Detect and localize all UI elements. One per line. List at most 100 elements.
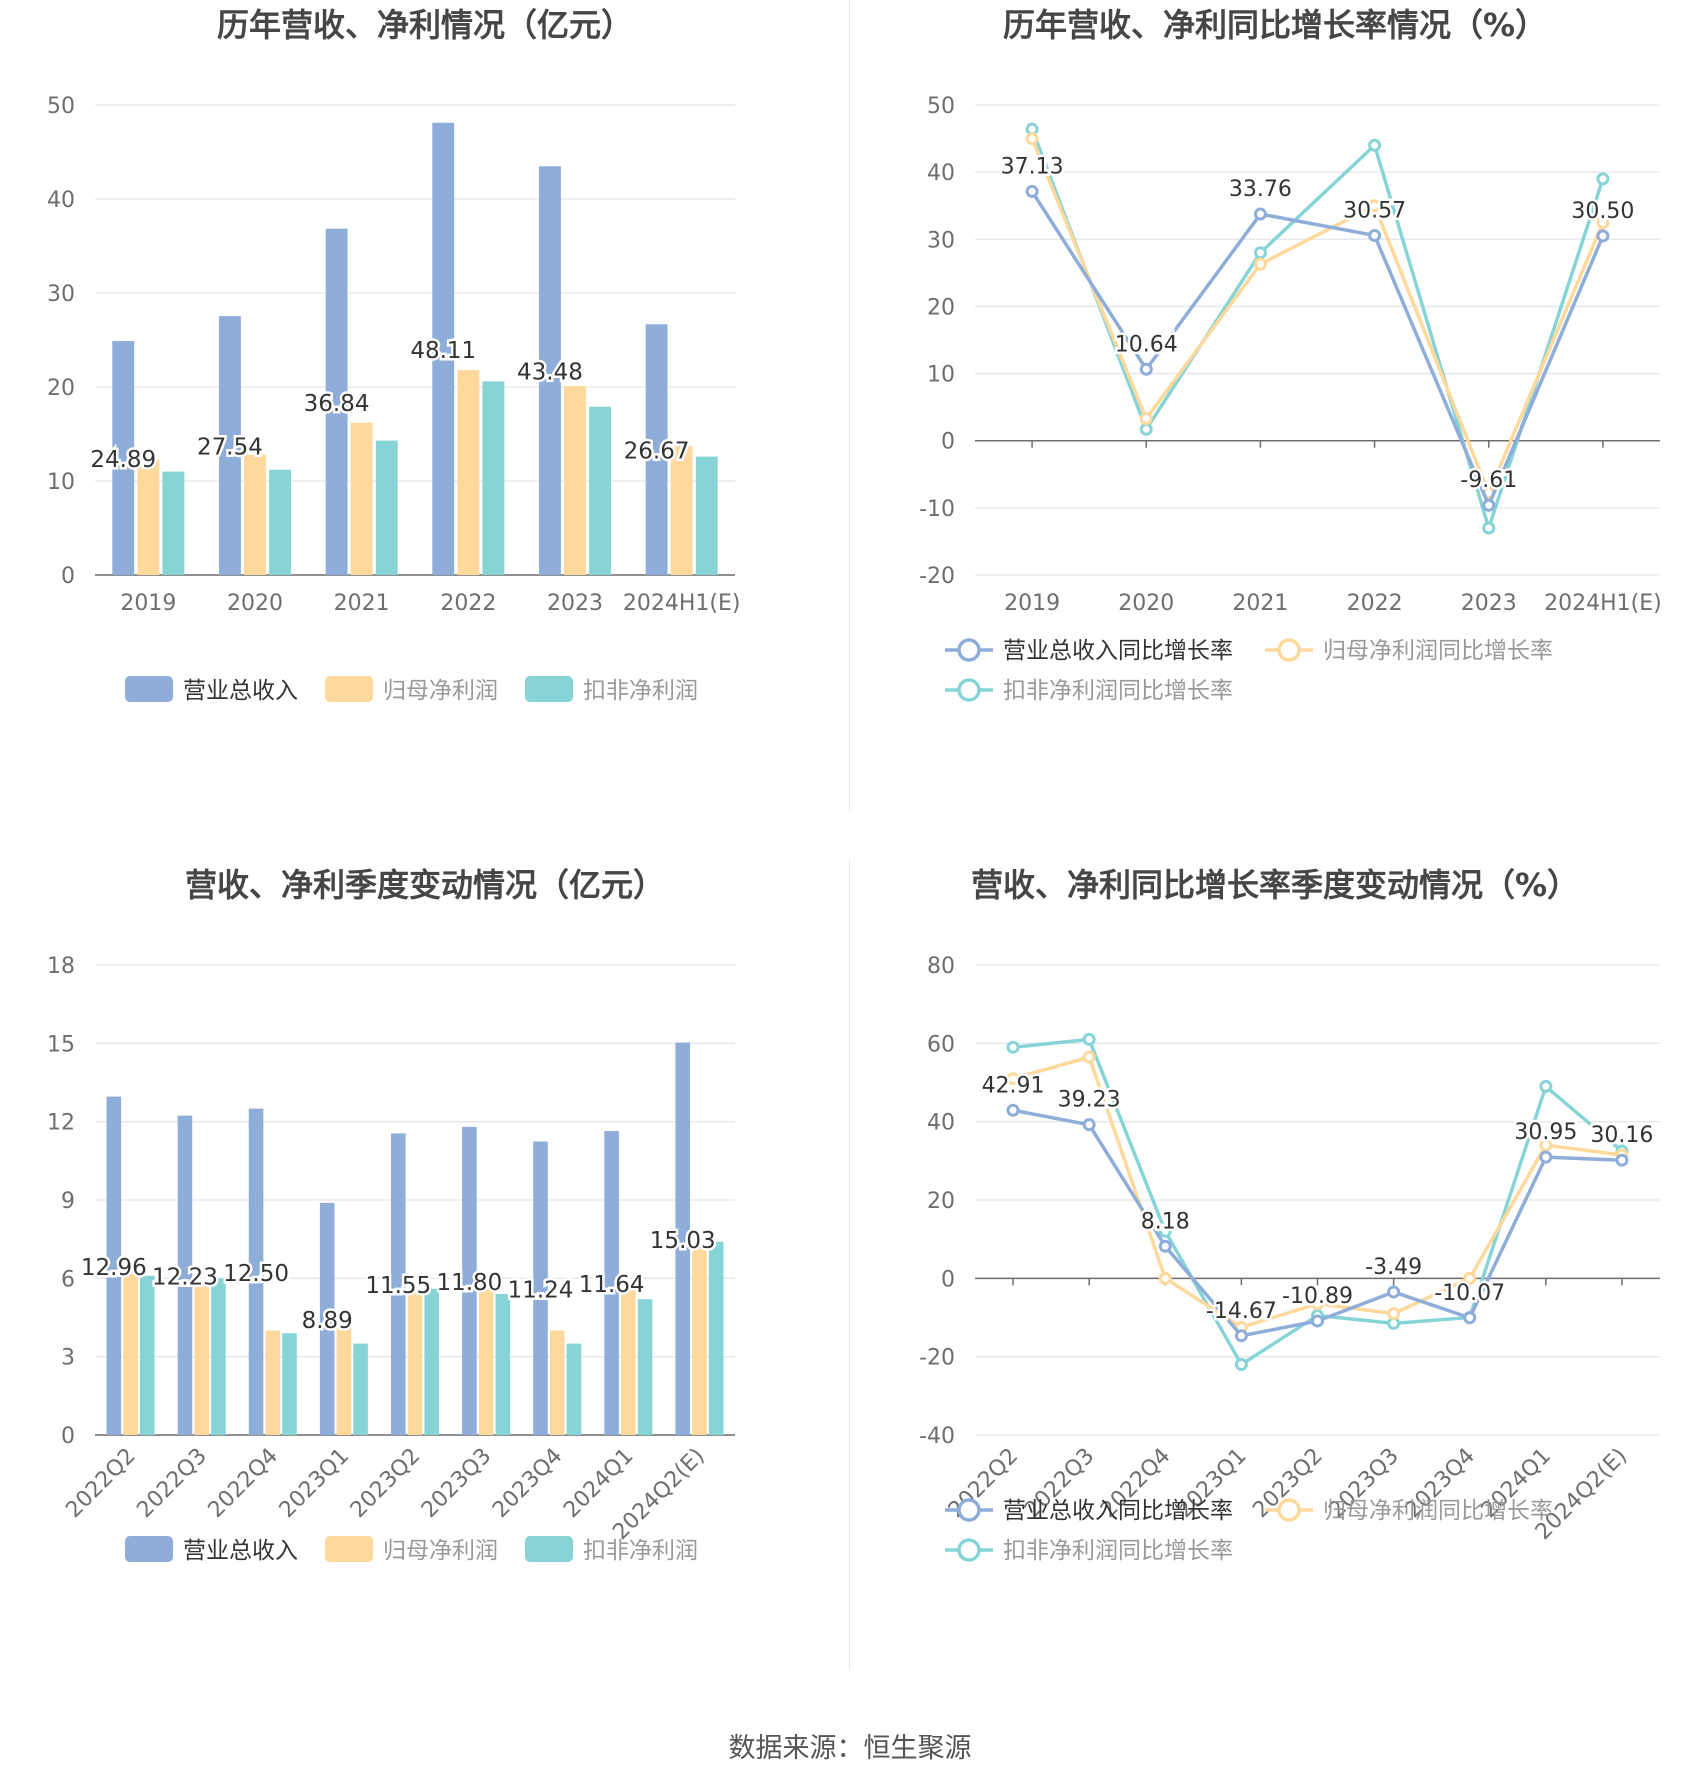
bar-营业总收入-2023 <box>539 166 561 575</box>
y-tick-label: 50 <box>47 94 75 119</box>
point-扣非净利润同比增长率-2022Q3 <box>1082 1032 1096 1046</box>
point-扣非净利润同比增长率-2023Q1 <box>1234 1358 1248 1371</box>
legend-label: 归母净利润同比增长率 <box>1323 1498 1553 1524</box>
y-tick-label: 50 <box>927 94 955 119</box>
legend: 营业总收入 归母净利润 扣非净利润 <box>125 1536 698 1564</box>
x-tick-label: 2023Q3 <box>417 1444 496 1523</box>
point-营业总收入同比增长率-2023Q1 <box>1234 1329 1248 1343</box>
y-tick-label: 10 <box>927 363 955 388</box>
bar-扣非净利润-2023Q2 <box>424 1288 439 1435</box>
legend-marker <box>957 638 981 662</box>
data-label: -14.67 <box>1206 1299 1277 1324</box>
bar-归母净利润-2023Q3 <box>478 1288 494 1435</box>
legend-swatch <box>125 1536 173 1562</box>
legend-label: 扣非净利润 <box>583 1538 698 1564</box>
y-tick-label: 20 <box>927 295 955 320</box>
bar-归母净利润-2023 <box>564 386 586 575</box>
legend-label: 扣非净利润同比增长率 <box>1003 678 1233 704</box>
y-tick-label: 30 <box>47 282 75 307</box>
bar-归母净利润-2023Q4 <box>549 1330 565 1435</box>
bar-营业总收入-2022Q3 <box>177 1115 193 1435</box>
y-tick-label: 15 <box>47 1032 75 1057</box>
data-label: 30.50 <box>1571 199 1634 224</box>
y-tick-label: 3 <box>61 1346 75 1371</box>
point-营业总收入同比增长率-2020 <box>1139 362 1153 376</box>
y-tick-label: 80 <box>927 954 955 979</box>
legend-marker <box>957 678 981 702</box>
data-label: 39.23 <box>1058 1088 1121 1113</box>
bar-营业总收入-2023Q2 <box>391 1133 406 1435</box>
point-营业总收入同比增长率-2022Q2 <box>1006 1103 1020 1117</box>
chart-title: 历年营收、净利同比增长率情况（%） <box>1003 6 1547 44</box>
point-归母净利润同比增长率-2022Q3 <box>1082 1050 1096 1064</box>
grid-lines <box>975 964 1660 1436</box>
data-label: 12.50 <box>223 1261 289 1287</box>
data-source-note: 数据来源：恒生聚源 <box>728 1733 972 1764</box>
bar-营业总收入-2022Q4 <box>248 1108 264 1435</box>
data-label: 8.18 <box>1141 1209 1190 1234</box>
bar-扣非净利润-2024Q2(E) <box>708 1241 724 1435</box>
x-tick-label: 2021 <box>334 591 390 616</box>
chart-svg: 历年营收、净利同比增长率情况（%） -20 -10 0 10 20 30 40 50 2019 20… <box>919 6 1662 704</box>
data-label: 10.64 <box>1115 332 1178 357</box>
data-label: 11.64 <box>579 1272 645 1298</box>
legend-marker <box>1277 638 1301 662</box>
chart-svg: 营收、净利季度变动情况（亿元）03691215182022Q22022Q3202… <box>47 866 735 1564</box>
point-归母净利润同比增长率-2024Q1 <box>1539 1138 1553 1152</box>
point-归母净利润同比增长率-2023Q3 <box>1387 1307 1401 1321</box>
x-tick-label: 2023Q4 <box>488 1444 567 1523</box>
legend: 营业总收入 归母净利润 扣非净利润 <box>125 676 698 704</box>
point-归母净利润同比增长率-2021 <box>1253 257 1267 271</box>
y-tick-label: 0 <box>941 1267 955 1292</box>
legend-label: 营业总收入同比增长率 <box>1003 1498 1233 1524</box>
bar-扣非净利润-2022 <box>482 381 505 575</box>
legend-label: 归母净利润 <box>383 1538 498 1564</box>
data-label: 11.24 <box>508 1277 574 1303</box>
x-tick-label: 2024H1(E) <box>623 591 741 616</box>
x-tick-label: 2022 <box>1347 591 1403 616</box>
bar-归母净利润-2024H1(E) <box>670 446 693 575</box>
legend-swatch <box>125 676 173 702</box>
data-label: 12.23 <box>152 1264 218 1290</box>
legend-swatch <box>525 676 573 702</box>
bar-营业总收入-2021 <box>325 228 348 576</box>
data-label: -3.49 <box>1365 1255 1422 1280</box>
bar-营业总收入-2023Q4 <box>533 1141 548 1435</box>
chart-svg: 营收、净利同比增长率季度变动情况（%）-40-200204060802022Q2… <box>919 866 1660 1564</box>
bar-扣非净利润-2021 <box>375 440 398 575</box>
y-tick-label: 30 <box>927 228 955 253</box>
x-tick-label: 2023Q1 <box>275 1444 354 1523</box>
y-tick-label: 9 <box>61 1189 75 1214</box>
legend-marker <box>1277 1498 1301 1522</box>
y-tick-label: -20 <box>919 564 955 589</box>
line-扣非净利润同比增长率 <box>1030 128 1605 530</box>
bar-营业总收入-2024Q1 <box>604 1131 619 1435</box>
point-归母净利润同比增长率-2019 <box>1025 132 1039 146</box>
y-tick-label: 40 <box>927 1111 955 1136</box>
legend-label: 扣非净利润 <box>583 678 698 704</box>
x-tick-label: 2020 <box>1118 591 1174 616</box>
data-label: 37.13 <box>1001 154 1064 179</box>
chart-title: 营收、净利季度变动情况（亿元） <box>185 866 665 904</box>
bar-扣非净利润-2024Q1 <box>637 1299 653 1435</box>
legend-marker <box>957 1498 981 1522</box>
quarterly-revenue-profit-chart: 营收、净利季度变动情况（亿元） 0 3 6 9 12 15 18 2022Q2 2022Q3 202… <box>0 860 850 1720</box>
bar-归母净利润-2019 <box>137 459 160 575</box>
panel-divider-top <box>849 0 850 810</box>
chart-title: 营收、净利同比增长率季度变动情况（%） <box>971 866 1579 904</box>
point-归母净利润同比增长率-2022Q4 <box>1158 1271 1172 1285</box>
point-营业总收入同比增长率-2024Q1 <box>1539 1150 1553 1164</box>
point-营业总收入同比增长率-2023Q2 <box>1311 1314 1324 1328</box>
bar-扣非净利润-2020 <box>269 469 291 575</box>
point-扣非净利润同比增长率-2022Q2 <box>1006 1040 1020 1054</box>
point-扣非净利润同比增长率-2021 <box>1253 246 1267 260</box>
y-tick-label: 40 <box>927 161 955 186</box>
x-tick-label: 2024H1(E) <box>1544 591 1662 616</box>
bar-扣非净利润-2023Q3 <box>495 1294 511 1435</box>
bar-营业总收入-2023Q3 <box>462 1126 477 1435</box>
bar-归母净利润-2022 <box>457 370 480 575</box>
point-营业总收入同比增长率-2022 <box>1368 228 1382 242</box>
y-tick-label: 60 <box>927 1032 955 1057</box>
x-tick-label: 2021 <box>1232 591 1288 616</box>
bar-归母净利润-2022Q2 <box>123 1273 138 1435</box>
